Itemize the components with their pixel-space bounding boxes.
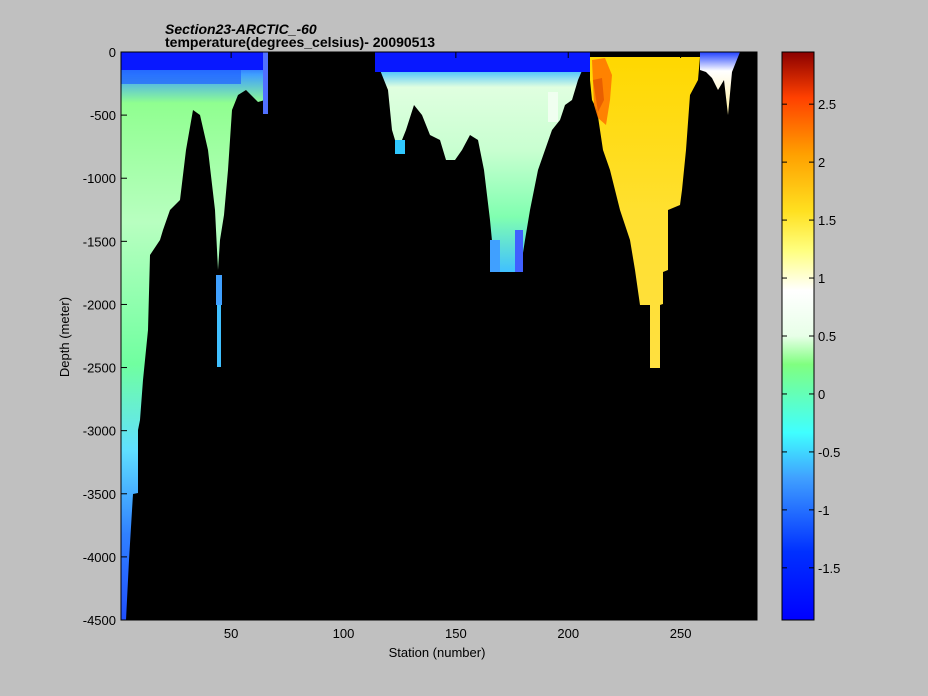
region-west-probe-deep: [217, 305, 221, 367]
colorbar-tick-label: 2.5: [818, 97, 836, 112]
region-west-surface: [121, 52, 266, 70]
chart-subtitle: temperature(degrees_celsius)- 20090513: [165, 34, 436, 50]
chart-title: Section23-ARCTIC_-60: [165, 21, 317, 37]
region-central-patch-a: [395, 140, 405, 154]
colorbar-tick-label: 1: [818, 271, 825, 286]
y-axis: 0 -500 -1000 -1500 -2000 -2500 -3000 -3500 -4000…: [83, 45, 757, 628]
region-central-surface: [375, 52, 590, 72]
colorbar-tick-label: -1.5: [818, 561, 840, 576]
y-tick-label: -4500: [83, 613, 116, 628]
region-west-probe: [216, 275, 222, 305]
region-central-patch-c: [515, 230, 523, 272]
region-warm-gap: [646, 305, 650, 368]
colorbar-tick-label: 0: [818, 387, 825, 402]
region-central-patch-b: [490, 240, 500, 272]
colorbar-tick-label: -1: [818, 503, 830, 518]
x-tick-label: 100: [333, 626, 355, 641]
y-tick-label: -500: [90, 108, 116, 123]
region-west-subsurface: [121, 70, 241, 84]
region-warm-core-inner: [593, 78, 604, 112]
colorbar-ticks: 2.5 2 1.5 1 0.5 0 -0.5 -1 -1.5: [782, 97, 840, 576]
colorbar-tick-label: -0.5: [818, 445, 840, 460]
x-tick-label: 250: [670, 626, 692, 641]
region-west-spike: [263, 52, 268, 114]
region-west: [121, 52, 265, 620]
y-tick-label: 0: [109, 45, 116, 60]
colorbar-tick-label: 0.5: [818, 329, 836, 344]
region-warm: [590, 57, 700, 368]
region-central: [375, 52, 590, 272]
plot-frame: [120, 51, 758, 621]
y-tick-label: -2000: [83, 297, 116, 312]
y-axis-label: Depth (meter): [57, 297, 72, 377]
region-east: [700, 52, 740, 115]
colorbar-tick-label: 1.5: [818, 213, 836, 228]
x-axis: 50 100 150 200 250: [224, 52, 692, 641]
x-tick-label: 50: [224, 626, 238, 641]
heatmap-regions: [121, 52, 740, 620]
y-tick-label: -3000: [83, 424, 116, 439]
x-tick-label: 200: [557, 626, 579, 641]
y-tick-label: -1500: [83, 234, 116, 249]
y-tick-label: -1000: [83, 171, 116, 186]
y-tick-label: -2500: [83, 361, 116, 376]
colorbar: [781, 51, 815, 621]
x-tick-label: 150: [445, 626, 467, 641]
y-tick-label: -4000: [83, 550, 116, 565]
x-axis-label: Station (number): [389, 645, 486, 660]
colorbar-tick-label: 2: [818, 155, 825, 170]
region-central-patch-d: [548, 92, 558, 122]
y-tick-label: -3500: [83, 487, 116, 502]
